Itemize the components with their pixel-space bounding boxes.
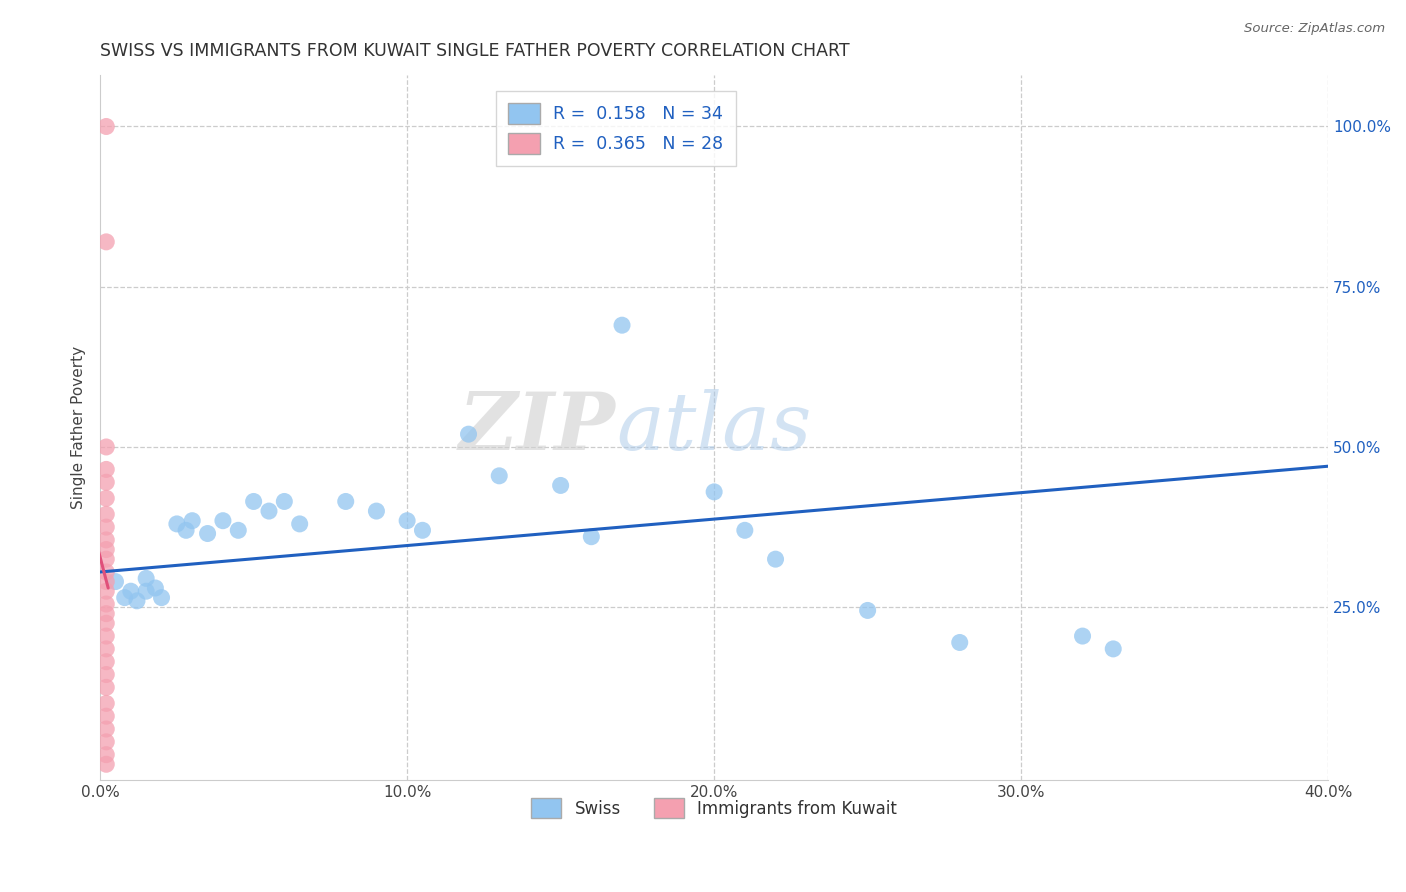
Point	[765, 552, 787, 566]
Point	[96, 607, 118, 621]
Point	[96, 440, 118, 454]
Point	[1102, 641, 1125, 656]
Point	[125, 594, 148, 608]
Point	[96, 584, 118, 599]
Point	[856, 603, 879, 617]
Text: atlas: atlas	[616, 389, 811, 467]
Point	[335, 494, 357, 508]
Point	[96, 655, 118, 669]
Point	[96, 542, 118, 557]
Point	[212, 514, 235, 528]
Point	[96, 475, 118, 490]
Point	[96, 641, 118, 656]
Point	[181, 514, 204, 528]
Point	[135, 571, 157, 585]
Point	[550, 478, 572, 492]
Point	[174, 524, 197, 538]
Point	[96, 681, 118, 695]
Point	[96, 629, 118, 643]
Point	[581, 530, 603, 544]
Point	[96, 697, 118, 711]
Text: Source: ZipAtlas.com: Source: ZipAtlas.com	[1244, 22, 1385, 36]
Point	[104, 574, 127, 589]
Point	[1071, 629, 1094, 643]
Point	[145, 581, 167, 595]
Point	[288, 516, 311, 531]
Point	[96, 552, 118, 566]
Point	[96, 533, 118, 547]
Point	[96, 520, 118, 534]
Point	[150, 591, 173, 605]
Point	[949, 635, 972, 649]
Point	[273, 494, 295, 508]
Point	[197, 526, 219, 541]
Point	[166, 516, 188, 531]
Point	[242, 494, 264, 508]
Legend: Swiss, Immigrants from Kuwait: Swiss, Immigrants from Kuwait	[524, 791, 904, 825]
Point	[96, 616, 118, 631]
Text: SWISS VS IMMIGRANTS FROM KUWAIT SINGLE FATHER POVERTY CORRELATION CHART: SWISS VS IMMIGRANTS FROM KUWAIT SINGLE F…	[100, 42, 849, 60]
Point	[96, 574, 118, 589]
Point	[366, 504, 388, 518]
Point	[488, 468, 510, 483]
Point	[96, 120, 118, 134]
Point	[135, 584, 157, 599]
Text: ZIP: ZIP	[458, 389, 616, 467]
Point	[96, 667, 118, 681]
Point	[96, 565, 118, 579]
Point	[96, 747, 118, 762]
Point	[114, 591, 136, 605]
Point	[96, 757, 118, 772]
Point	[257, 504, 280, 518]
Point	[411, 524, 433, 538]
Point	[703, 484, 725, 499]
Point	[226, 524, 249, 538]
Point	[96, 462, 118, 476]
Point	[396, 514, 419, 528]
Point	[96, 491, 118, 506]
Point	[96, 508, 118, 522]
Point	[120, 584, 142, 599]
Point	[96, 597, 118, 611]
Point	[734, 524, 756, 538]
Point	[96, 735, 118, 749]
Point	[96, 722, 118, 736]
Point	[96, 235, 118, 249]
Point	[457, 427, 479, 442]
Y-axis label: Single Father Poverty: Single Father Poverty	[72, 346, 86, 509]
Point	[96, 709, 118, 723]
Point	[610, 318, 633, 333]
